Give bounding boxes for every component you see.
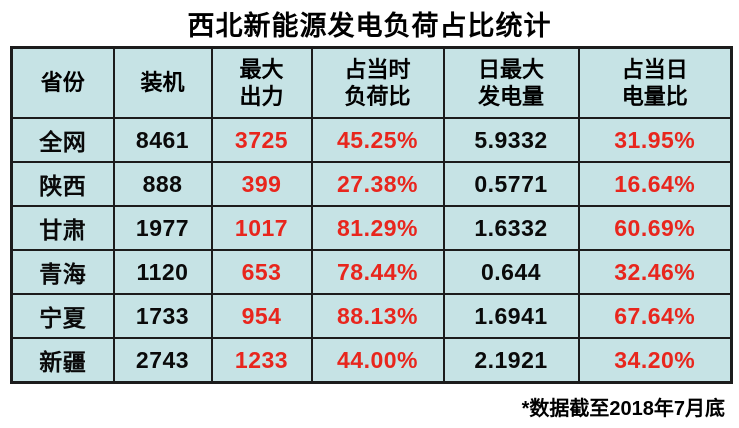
cell-province: 全网: [10, 117, 115, 163]
cell-load-ratio: 88.13%: [310, 293, 445, 339]
cell-province: 青海: [10, 249, 115, 295]
footnote: *数据截至2018年7月底: [521, 398, 725, 420]
cell-province: 陕西: [10, 161, 115, 207]
cell-daily-energy-ratio: 16.64%: [577, 161, 733, 207]
stats-table: 省份 装机 最大 出力 占当时 负荷比 日最大 发电量 占当日 电量比 全网 8…: [10, 46, 733, 384]
table-row: 陕西 888 399 27.38% 0.5771 16.64%: [10, 161, 733, 207]
table-row: 宁夏 1733 954 88.13% 1.6941 67.64%: [10, 293, 733, 339]
col-header-load-ratio: 占当时 负荷比: [310, 46, 445, 119]
cell-max-output: 1233: [210, 337, 313, 384]
cell-max-output: 1017: [210, 205, 313, 251]
page-title: 西北新能源发电负荷占比统计: [187, 11, 552, 41]
cell-installed: 1120: [112, 249, 213, 295]
table-row: 甘肃 1977 1017 81.29% 1.6332 60.69%: [10, 205, 733, 251]
cell-load-ratio: 78.44%: [310, 249, 445, 295]
col-header-province: 省份: [10, 46, 115, 119]
cell-installed: 1733: [112, 293, 213, 339]
table-row: 青海 1120 653 78.44% 0.644 32.46%: [10, 249, 733, 295]
cell-load-ratio: 44.00%: [310, 337, 445, 384]
cell-load-ratio: 27.38%: [310, 161, 445, 207]
cell-installed: 8461: [112, 117, 213, 163]
table-row: 全网 8461 3725 45.25% 5.9332 31.95%: [10, 117, 733, 163]
cell-max-output: 3725: [210, 117, 313, 163]
col-header-installed: 装机: [112, 46, 213, 119]
cell-load-ratio: 45.25%: [310, 117, 445, 163]
cell-max-output: 954: [210, 293, 313, 339]
cell-daily-max-gen: 0.5771: [442, 161, 580, 207]
cell-daily-max-gen: 1.6941: [442, 293, 580, 339]
cell-max-output: 653: [210, 249, 313, 295]
col-header-max-output: 最大 出力: [210, 46, 313, 119]
cell-installed: 1977: [112, 205, 213, 251]
cell-installed: 888: [112, 161, 213, 207]
cell-province: 甘肃: [10, 205, 115, 251]
cell-daily-max-gen: 1.6332: [442, 205, 580, 251]
cell-daily-max-gen: 2.1921: [442, 337, 580, 384]
cell-daily-energy-ratio: 32.46%: [577, 249, 733, 295]
cell-daily-max-gen: 5.9332: [442, 117, 580, 163]
header-row: 省份 装机 最大 出力 占当时 负荷比 日最大 发电量 占当日 电量比: [10, 46, 733, 119]
cell-max-output: 399: [210, 161, 313, 207]
cell-daily-energy-ratio: 34.20%: [577, 337, 733, 384]
col-header-daily-max-gen: 日最大 发电量: [442, 46, 580, 119]
cell-province: 新疆: [10, 337, 115, 384]
cell-daily-energy-ratio: 67.64%: [577, 293, 733, 339]
cell-daily-max-gen: 0.644: [442, 249, 580, 295]
table-row: 新疆 2743 1233 44.00% 2.1921 34.20%: [10, 337, 733, 384]
cell-daily-energy-ratio: 31.95%: [577, 117, 733, 163]
col-header-daily-energy-ratio: 占当日 电量比: [577, 46, 733, 119]
cell-load-ratio: 81.29%: [310, 205, 445, 251]
cell-province: 宁夏: [10, 293, 115, 339]
cell-installed: 2743: [112, 337, 213, 384]
cell-daily-energy-ratio: 60.69%: [577, 205, 733, 251]
